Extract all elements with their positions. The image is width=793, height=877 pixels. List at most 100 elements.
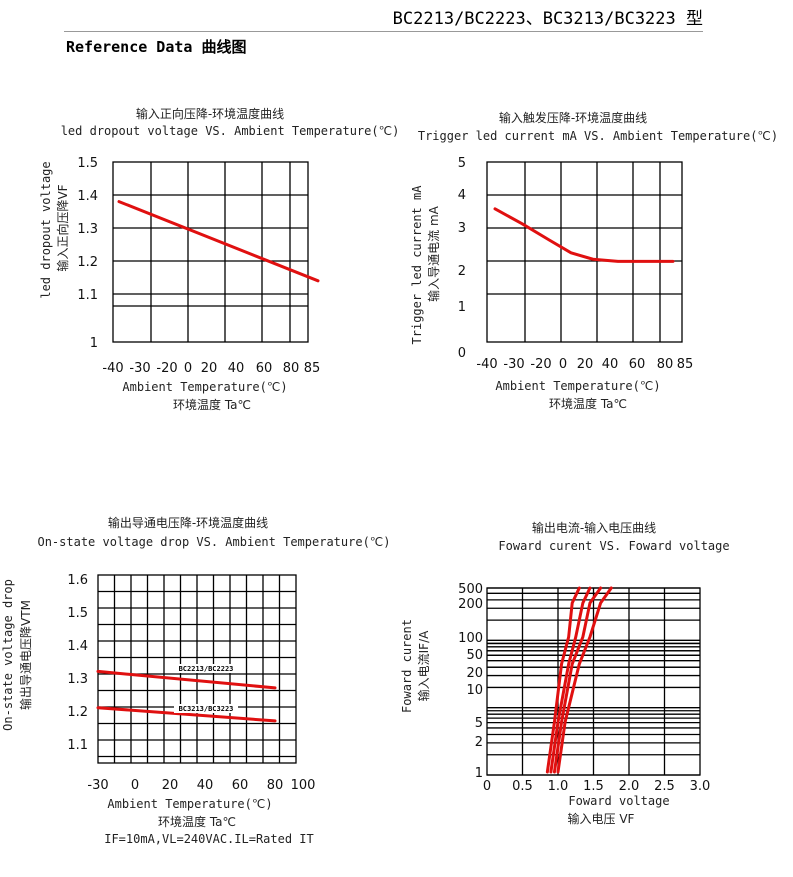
chart-3-y-tick: 1.3 xyxy=(67,672,88,687)
chart-1-y-tick: 1 xyxy=(90,336,98,351)
chart-1-title: led dropout voltage VS. Ambient Temperat… xyxy=(61,124,400,138)
chart-1-x-tick: -20 xyxy=(156,361,177,376)
chart-4-x-tick: 1.0 xyxy=(548,779,569,794)
chart-4-y-tick: 1 xyxy=(475,766,483,781)
chart-4-y-tick: 20 xyxy=(466,666,483,681)
chart-4-y-tick: 50 xyxy=(466,648,483,663)
chart-1-x-tick: 60 xyxy=(256,361,273,376)
chart-3-ylabel-cn: 输出导通电压降VTM xyxy=(18,600,33,710)
chart-4-series-line xyxy=(552,586,603,774)
chart-4-series-line xyxy=(545,586,581,774)
chart-3-y-tick: 1.1 xyxy=(67,738,88,753)
chart-2-title-cn: 输入触发压降-环境温度曲线 xyxy=(499,110,647,125)
section-title: Reference Data 曲线图 xyxy=(66,38,247,56)
chart-2-trigger-current: 输入触发压降-环境温度曲线 Trigger led current mA VS. … xyxy=(410,110,778,411)
chart-4-y-tick: 100 xyxy=(458,631,483,646)
chart-2-x-tick: 85 xyxy=(677,357,694,372)
chart-4-y-tick: 200 xyxy=(458,597,483,612)
chart-2-y-tick: 0 xyxy=(458,346,466,361)
chart-4-x-tick: 2.0 xyxy=(619,779,640,794)
chart-3-title: On-state voltage drop VS. Ambient Temper… xyxy=(37,535,390,549)
chart-3-x-tick: 0 xyxy=(131,778,139,793)
chart-1-y-tick: 1.5 xyxy=(77,156,98,171)
chart-1-y-tick: 1.1 xyxy=(77,288,98,303)
document-model-title: BC2213/BC2223、BC3213/BC3223 型 xyxy=(392,9,703,29)
chart-4-ylabel-cn: 输入电流IF/A xyxy=(416,630,431,701)
chart-1-x-tick: -40 xyxy=(102,361,123,376)
chart-2-frame xyxy=(486,161,683,343)
chart-4-x-tick: 0 xyxy=(483,779,491,794)
chart-2-x-tick: -40 xyxy=(476,357,497,372)
chart-2-series-line xyxy=(493,207,675,263)
chart-1-x-tick: 85 xyxy=(304,361,321,376)
chart-1-x-tick: -30 xyxy=(129,361,150,376)
chart-3-x-tick: 80 xyxy=(267,778,284,793)
chart-2-x-tick: -20 xyxy=(530,357,551,372)
chart-1-ylabel: led dropout voltage xyxy=(39,161,53,298)
chart-1-dropout-voltage: 输入正向压降-环境温度曲线 led dropout voltage VS. Amb… xyxy=(39,106,399,412)
chart-3-note: IF=10mA,VL=240VAC.IL=Rated IT xyxy=(104,832,314,846)
chart-3-x-tick: 60 xyxy=(232,778,249,793)
chart-1-frame xyxy=(112,161,309,343)
chart-2-title: Trigger led current mA VS. Ambient Tempe… xyxy=(418,129,778,143)
chart-4-ylabel: Foward curent xyxy=(400,619,414,713)
chart-2-x-tick: 20 xyxy=(577,357,594,372)
chart-4-series-line xyxy=(549,586,592,774)
chart-3-series-label: BC2213/BC2223 xyxy=(179,665,234,673)
chart-4-title: Foward curent VS. Foward voltage xyxy=(498,539,729,553)
chart-3-title-cn: 输出导通电压降-环境温度曲线 xyxy=(108,515,268,530)
chart-4-y-tick: 500 xyxy=(458,582,483,597)
chart-4-y-tick: 10 xyxy=(466,683,483,698)
chart-2-y-tick: 4 xyxy=(458,188,466,203)
chart-2-x-tick: 0 xyxy=(559,357,567,372)
chart-3-xlabel-cn: 环境温度 Ta℃ xyxy=(158,814,236,829)
chart-2-xlabel-cn: 环境温度 Ta℃ xyxy=(549,396,627,411)
chart-4-x-tick: 1.5 xyxy=(583,779,604,794)
chart-1-ylabel-cn: 输入正向压降VF xyxy=(55,184,70,271)
chart-1-y-tick: 1.2 xyxy=(77,255,98,270)
header-divider xyxy=(64,31,703,32)
chart-1-x-tick: 0 xyxy=(184,361,192,376)
chart-1-xlabel-cn: 环境温度 Ta℃ xyxy=(173,397,251,412)
chart-2-ylabel-cn: 输入导通电流 mA xyxy=(426,205,441,302)
chart-1-x-tick: 40 xyxy=(228,361,245,376)
chart-2-xlabel: Ambient Temperature(℃) xyxy=(495,379,660,393)
chart-1-series-line xyxy=(117,200,320,283)
chart-3-on-state-voltage: 输出导通电压降-环境温度曲线 On-state voltage drop VS. … xyxy=(1,515,391,846)
chart-3-ylabel: On-state voltage drop xyxy=(1,579,15,731)
chart-1-x-tick: 80 xyxy=(283,361,300,376)
chart-3-y-tick: 1.4 xyxy=(67,639,88,654)
chart-3-series-label-bg xyxy=(174,704,238,713)
chart-1-x-tick: 20 xyxy=(201,361,218,376)
chart-1-title-cn: 输入正向压降-环境温度曲线 xyxy=(136,106,284,121)
chart-2-ylabel: Trigger led current mA xyxy=(410,185,424,345)
chart-3-y-tick: 1.2 xyxy=(67,705,88,720)
chart-3-series-line xyxy=(96,706,277,723)
chart-1-xlabel: Ambient Temperature(℃) xyxy=(122,380,287,394)
chart-3-xlabel: Ambient Temperature(℃) xyxy=(107,797,272,811)
chart-3-series-label-bg xyxy=(174,664,238,673)
chart-3-series-line xyxy=(96,669,277,690)
chart-2-x-tick: 60 xyxy=(629,357,646,372)
chart-4-y-tick: 5 xyxy=(475,716,483,731)
chart-4-x-tick: 2.5 xyxy=(654,779,675,794)
chart-2-x-tick: 80 xyxy=(657,357,674,372)
chart-4-y-tick: 2 xyxy=(475,735,483,750)
chart-4-xlabel-cn: 输入电压 VF xyxy=(568,811,635,826)
chart-2-x-tick: 40 xyxy=(602,357,619,372)
chart-3-x-tick: 100 xyxy=(291,778,316,793)
chart-4-xlabel: Foward voltage xyxy=(568,794,669,808)
chart-4-x-tick: 0.5 xyxy=(512,779,533,794)
chart-3-y-tick: 1.6 xyxy=(67,573,88,588)
chart-3-y-tick: 1.5 xyxy=(67,606,88,621)
chart-4-title-cn: 输出电流-输入电压曲线 xyxy=(532,520,656,535)
chart-4-series-line xyxy=(556,586,613,774)
chart-2-x-tick: -30 xyxy=(503,357,524,372)
chart-1-y-tick: 1.3 xyxy=(77,222,98,237)
chart-3-series-label: BC3213/BC3223 xyxy=(179,705,234,713)
chart-2-y-tick: 1 xyxy=(458,300,466,315)
chart-4-x-tick: 3.0 xyxy=(690,779,711,794)
chart-3-x-tick: 20 xyxy=(162,778,179,793)
chart-4-forward-current: 输出电流-输入电压曲线 Foward curent VS. Foward volt… xyxy=(400,520,730,826)
